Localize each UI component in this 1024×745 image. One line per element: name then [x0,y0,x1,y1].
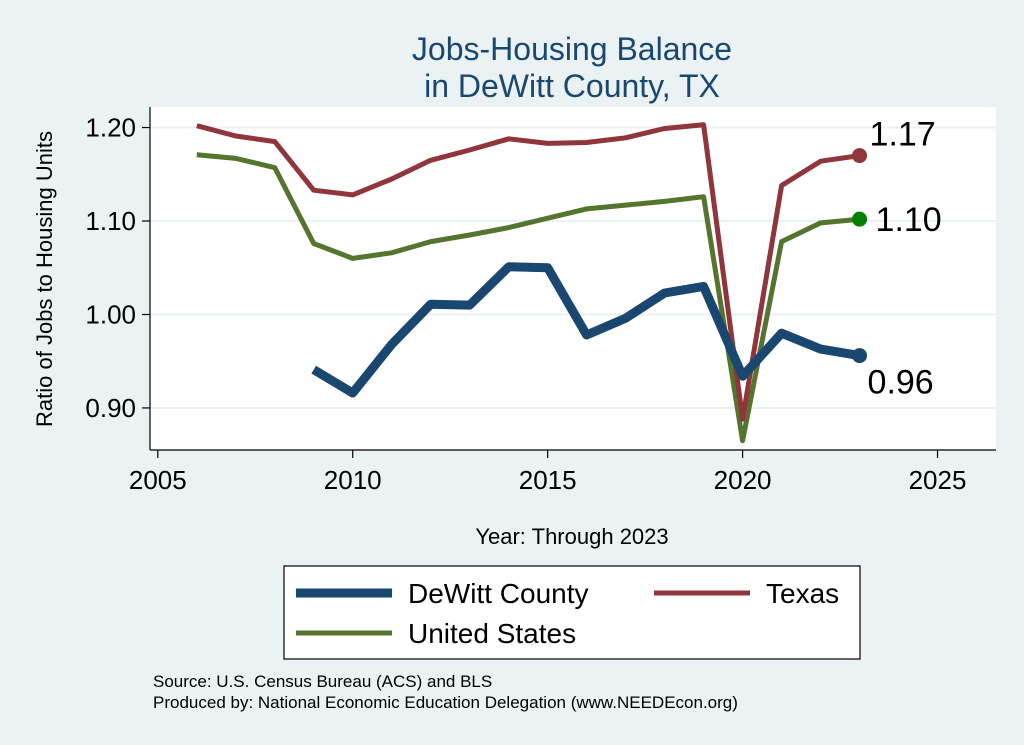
series-line-united-states [196,152,860,444]
legend-label: United States [408,618,576,649]
end-marker [852,211,868,227]
source-note: Source: U.S. Census Bureau (ACS) and BLS… [153,671,738,713]
series-lines [196,122,861,444]
x-axis-label: Year: Through 2023 [475,524,668,549]
end-marker [852,348,868,364]
y-tick-label: 1.20 [85,113,136,143]
x-tick-label: 2020 [714,465,772,495]
end-value-label: 0.96 [868,364,934,402]
end-markers: 0.96 1.17 1.10 [852,116,942,402]
legend-label: DeWitt County [408,578,589,609]
axes: 0.90 1.00 1.10 1.20 2005 2010 2015 2020 2025 [85,107,996,495]
y-tick-label: 1.00 [85,299,136,329]
producer-line: Produced by: National Economic Education… [153,693,738,712]
y-axis-label: Ratio of Jobs to Housing Units [32,131,57,427]
y-tick-label: 1.10 [85,206,136,236]
end-value-label: 1.10 [876,201,942,239]
series-line-texas [196,122,860,422]
y-tick-label: 0.90 [85,393,136,423]
chart-title-line2: in DeWitt County, TX [424,68,720,104]
legend-box [283,565,861,660]
x-tick-label: 2015 [519,465,577,495]
source-line: Source: U.S. Census Bureau (ACS) and BLS [153,672,493,691]
x-tick-label: 2005 [129,465,187,495]
x-tick-label: 2025 [909,465,967,495]
series-line-dewitt-county [311,262,861,398]
chart-title-line1: Jobs-Housing Balance [412,31,732,67]
x-tick-label: 2010 [324,465,382,495]
legend: DeWitt County Texas United States [283,565,861,660]
end-value-label: 1.17 [870,116,936,154]
legend-label: Texas [766,578,839,609]
end-marker [852,148,868,164]
